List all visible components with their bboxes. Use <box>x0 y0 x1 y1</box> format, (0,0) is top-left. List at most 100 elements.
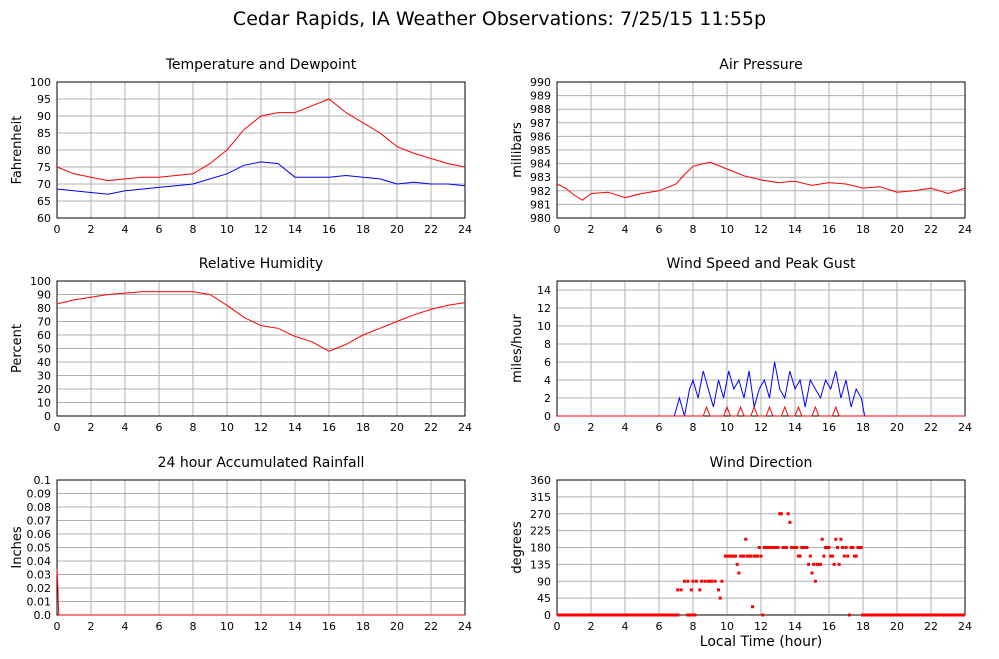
x-tick-label: 10 <box>220 421 234 434</box>
x-tick-label: 12 <box>754 620 768 633</box>
direction-point <box>800 546 804 549</box>
direction-point <box>793 546 797 549</box>
direction-point <box>849 546 853 549</box>
x-tick-label: 12 <box>254 223 268 236</box>
x-tick-label: 20 <box>390 421 404 434</box>
x-tick-label: 6 <box>156 223 163 236</box>
direction-point <box>764 546 768 549</box>
pressure-series-0-line <box>556 161 966 201</box>
direction-point <box>859 546 863 549</box>
x-tick-label: 2 <box>88 421 95 434</box>
x-tick-label: 12 <box>754 223 768 236</box>
x-tick-label: 16 <box>822 620 836 633</box>
y-tick-label: 981 <box>530 198 551 211</box>
y-tick-label: 0.02 <box>27 582 52 595</box>
direction-point <box>803 546 807 549</box>
direction-point <box>805 546 809 549</box>
x-tick-label: 16 <box>822 223 836 236</box>
y-tick-label: 12 <box>537 302 551 315</box>
x-tick-label: 0 <box>554 620 561 633</box>
x-tick-label: 14 <box>788 620 802 633</box>
x-tick-label: 10 <box>720 421 734 434</box>
direction-point <box>768 546 771 549</box>
y-tick-label: 60 <box>37 212 51 225</box>
x-tick-label: 16 <box>322 223 336 236</box>
direction-point <box>694 579 698 583</box>
y-tick-label: 90 <box>537 575 551 588</box>
direction-point <box>676 588 680 592</box>
y-tick-label: 0.0 <box>34 609 52 622</box>
direction-point <box>844 546 848 549</box>
y-tick-label: 988 <box>530 103 551 116</box>
x-tick-label: 4 <box>122 421 129 434</box>
x-tick-label: 0 <box>554 421 561 434</box>
y-tick-label: 60 <box>37 329 51 342</box>
x-axis-label: Local Time (hour) <box>699 634 823 650</box>
x-tick-label: 2 <box>88 620 95 633</box>
direction-point <box>757 546 761 549</box>
x-tick-label: 16 <box>322 620 336 633</box>
direction-point <box>832 562 836 566</box>
y-tick-label: 20 <box>37 383 51 396</box>
wind-series-0-line <box>557 361 965 417</box>
y-tick-label: 990 <box>530 76 551 89</box>
x-tick-label: 6 <box>656 421 663 434</box>
wind-title: Wind Speed and Peak Gust <box>667 256 856 272</box>
direction-point <box>807 562 811 566</box>
plot-frame <box>556 479 966 616</box>
x-tick-label: 22 <box>424 421 438 434</box>
direction-point <box>737 571 741 575</box>
direction-point <box>791 546 795 549</box>
direction-point <box>766 546 770 549</box>
direction-point <box>769 546 773 549</box>
x-tick-label: 18 <box>856 223 870 236</box>
x-tick-label: 2 <box>588 223 595 236</box>
x-tick-label: 8 <box>190 620 197 633</box>
x-tick-label: 8 <box>690 620 697 633</box>
y-tick-label: 0.01 <box>27 596 52 609</box>
x-tick-label: 12 <box>754 421 768 434</box>
x-tick-label: 8 <box>690 223 697 236</box>
y-tick-label: 980 <box>530 212 551 225</box>
direction-point <box>841 546 845 549</box>
x-tick-label: 20 <box>890 223 904 236</box>
direction-point <box>762 546 766 549</box>
rain-series-0-line <box>56 569 465 616</box>
direction-point <box>752 554 756 558</box>
plot-frame <box>56 280 466 417</box>
direction-point <box>773 546 777 549</box>
y-axis-label: Percent <box>10 324 25 373</box>
direction-point <box>830 554 834 558</box>
x-tick-label: 18 <box>856 421 870 434</box>
y-tick-label: 65 <box>37 195 51 208</box>
x-tick-label: 24 <box>958 620 972 633</box>
direction-point <box>739 554 743 558</box>
x-tick-label: 22 <box>924 223 938 236</box>
direction-point <box>778 512 782 516</box>
direction-point <box>836 546 839 549</box>
x-tick-label: 10 <box>720 223 734 236</box>
x-tick-label: 14 <box>288 223 302 236</box>
direction-point <box>761 613 765 617</box>
x-tick-label: 18 <box>356 620 370 633</box>
x-tick-label: 0 <box>54 223 61 236</box>
direction-point <box>691 579 695 583</box>
y-tick-label: 985 <box>530 144 551 157</box>
x-tick-label: 12 <box>254 421 268 434</box>
y-tick-label: 986 <box>530 130 551 143</box>
y-tick-label: 225 <box>530 525 551 538</box>
x-tick-label: 18 <box>356 223 370 236</box>
direction-point <box>713 579 717 583</box>
y-tick-label: 4 <box>544 374 551 387</box>
direction-point <box>730 554 734 558</box>
direction-point <box>785 546 788 549</box>
x-tick-label: 24 <box>958 223 972 236</box>
direction-point <box>802 546 805 549</box>
y-tick-label: 40 <box>37 356 51 369</box>
direction-point <box>808 554 812 558</box>
y-tick-label: 0.05 <box>27 542 52 555</box>
direction-point <box>819 562 822 566</box>
direction-point <box>720 579 724 583</box>
